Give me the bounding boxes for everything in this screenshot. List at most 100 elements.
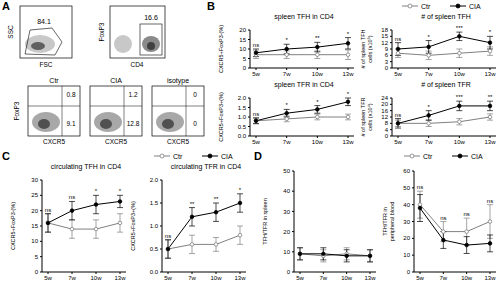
svg-text:CXCR5: CXCR5 <box>105 138 127 145</box>
svg-text:15: 15 <box>31 223 38 229</box>
svg-text:*: * <box>427 34 430 40</box>
svg-text:0: 0 <box>385 133 389 139</box>
svg-text:15: 15 <box>381 33 388 39</box>
svg-text:Ctr: Ctr <box>173 153 183 160</box>
svg-text:TFH/TFR in spleen: TFH/TFR in spleen <box>262 198 268 244</box>
svg-text:30: 30 <box>283 209 290 215</box>
svg-text:CXCR5+FoxP3-(%): CXCR5+FoxP3-(%) <box>218 25 224 73</box>
svg-text:*: * <box>119 188 122 194</box>
svg-text:24: 24 <box>381 95 388 101</box>
svg-text:CD4: CD4 <box>130 61 143 68</box>
svg-text:50: 50 <box>283 168 290 174</box>
svg-text:1.0: 1.0 <box>238 114 247 120</box>
svg-text:9: 9 <box>385 46 389 52</box>
svg-text:CXCR5+FoxP3+(%): CXCR5+FoxP3+(%) <box>130 201 136 251</box>
svg-text:ns: ns <box>69 194 75 200</box>
svg-text:1.2: 1.2 <box>128 91 137 98</box>
svg-text:7w: 7w <box>283 71 291 77</box>
svg-text:13w: 13w <box>484 71 492 77</box>
svg-text:10w: 10w <box>90 275 102 281</box>
svg-text:10w: 10w <box>461 275 473 281</box>
svg-text:TFH/TFR inperipheral blood: TFH/TFR inperipheral blood <box>382 202 395 241</box>
svg-text:CIA: CIA <box>110 77 122 84</box>
svg-text:20: 20 <box>31 208 38 214</box>
svg-text:5w: 5w <box>296 275 304 281</box>
svg-text:20: 20 <box>403 235 410 241</box>
svg-text:CXCR5+FoxP3+(%): CXCR5+FoxP3+(%) <box>218 92 224 142</box>
svg-text:SSC: SSC <box>8 25 14 39</box>
svg-text:**: ** <box>488 94 492 100</box>
svg-text:5: 5 <box>243 56 247 62</box>
svg-text:13w: 13w <box>364 275 376 281</box>
svg-text:*: * <box>95 188 98 194</box>
svg-text:7w: 7w <box>188 275 196 281</box>
svg-text:***: *** <box>456 94 464 100</box>
svg-text:6: 6 <box>385 52 389 58</box>
svg-text:60: 60 <box>403 168 410 174</box>
svg-text:5w: 5w <box>394 139 402 145</box>
svg-text:10w: 10w <box>454 139 466 145</box>
svg-text:13w: 13w <box>342 71 354 77</box>
svg-text:13w: 13w <box>484 275 492 281</box>
svg-text:50: 50 <box>403 185 410 191</box>
svg-text:4: 4 <box>385 127 389 133</box>
svg-text:*: * <box>427 104 430 110</box>
svg-text:7w: 7w <box>283 139 291 145</box>
svg-text:0: 0 <box>385 65 389 71</box>
svg-text:13w: 13w <box>484 139 492 145</box>
svg-text:ns: ns <box>395 112 401 118</box>
svg-text:Ctr: Ctr <box>423 153 433 160</box>
svg-text:ns: ns <box>395 36 401 42</box>
svg-text:ns: ns <box>253 42 259 48</box>
svg-text:7w: 7w <box>425 71 433 77</box>
svg-text:0: 0 <box>193 91 197 98</box>
svg-text:25: 25 <box>31 192 38 198</box>
svg-text:13w: 13w <box>342 139 354 145</box>
svg-text:18: 18 <box>381 27 388 33</box>
svg-text:FSC: FSC <box>40 61 53 68</box>
svg-text:*: * <box>347 31 350 37</box>
svg-text:7w: 7w <box>425 139 433 145</box>
svg-text:Ctr: Ctr <box>49 77 59 84</box>
svg-text:CXCR5+FoxP3-(%): CXCR5+FoxP3-(%) <box>10 202 16 250</box>
svg-text:0.0: 0.0 <box>238 133 247 139</box>
svg-text:3: 3 <box>385 59 389 65</box>
svg-text:5w: 5w <box>416 275 424 281</box>
svg-text:1.5: 1.5 <box>238 105 247 111</box>
svg-text:13w: 13w <box>234 275 246 281</box>
svg-text:**: ** <box>214 196 219 202</box>
svg-text:10w: 10w <box>341 275 353 281</box>
svg-text:16: 16 <box>381 108 388 114</box>
svg-text:CIA: CIA <box>469 3 481 10</box>
svg-text:2.0: 2.0 <box>150 177 159 183</box>
svg-text:0.8: 0.8 <box>66 91 75 98</box>
svg-text:15: 15 <box>239 37 246 43</box>
svg-text:**: ** <box>315 35 320 41</box>
svg-text:40: 40 <box>283 188 290 194</box>
svg-text:0: 0 <box>193 120 197 127</box>
svg-text:*: * <box>489 29 492 35</box>
svg-text:ns: ns <box>440 215 446 221</box>
svg-text:FoxP3: FoxP3 <box>13 101 20 120</box>
svg-text:0: 0 <box>407 269 411 275</box>
svg-text:20: 20 <box>239 27 246 33</box>
svg-text:10w: 10w <box>454 71 466 77</box>
svg-text:ns: ns <box>253 111 259 117</box>
svg-text:*: * <box>285 102 288 108</box>
svg-text:*: * <box>316 99 319 105</box>
svg-text:20: 20 <box>283 229 290 235</box>
svg-text:ns: ns <box>45 207 51 213</box>
svg-text:0: 0 <box>35 269 39 275</box>
svg-text:ns: ns <box>463 211 469 217</box>
svg-text:1.5: 1.5 <box>150 200 159 206</box>
svg-text:13w: 13w <box>114 275 126 281</box>
svg-text:5w: 5w <box>252 71 260 77</box>
svg-text:12.8: 12.8 <box>127 120 140 127</box>
svg-text:# of spleen TFRcells (x10⁴): # of spleen TFRcells (x10⁴) <box>360 97 373 136</box>
svg-text:10: 10 <box>403 252 410 258</box>
svg-text:2.0: 2.0 <box>238 95 247 101</box>
svg-text:ns: ns <box>487 198 492 204</box>
svg-text:20: 20 <box>381 101 388 107</box>
svg-text:40: 40 <box>403 202 410 208</box>
svg-text:CIA: CIA <box>221 153 233 160</box>
